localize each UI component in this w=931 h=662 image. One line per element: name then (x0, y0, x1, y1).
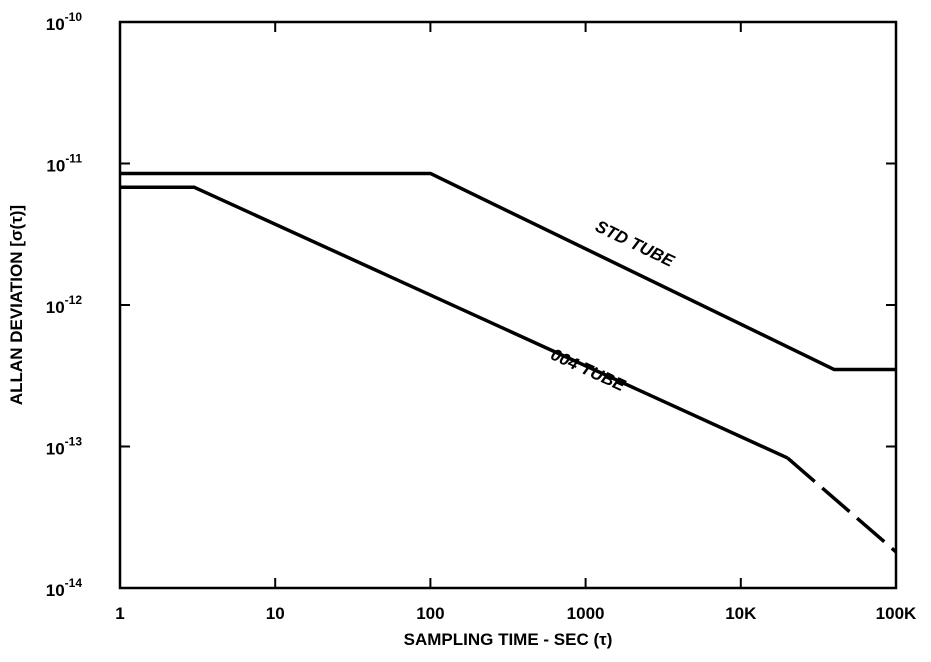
series-lines (120, 171, 898, 554)
series-line-dashed-004-tube (786, 456, 898, 554)
y-tick-label: 10-12 (46, 293, 83, 317)
series-annotation-004-tube: 004 TUBE (548, 345, 629, 396)
y-tick-label: 10-11 (46, 152, 82, 176)
series-line-004-tube (120, 185, 789, 460)
y-tick-label: 10-10 (46, 10, 83, 34)
x-tick-label: 10 (266, 604, 285, 623)
x-tick-label: 10K (725, 604, 757, 623)
series-line-std-tube (120, 171, 896, 372)
x-axis-title: SAMPLING TIME - SEC (τ) (404, 630, 613, 649)
y-tick-labels: 10-10 10-11 10-12 10-13 10-14 (46, 10, 83, 600)
series-annotations: STD TUBE 004 TUBE (548, 217, 678, 396)
plot-frame (118, 20, 898, 590)
y-tick-label: 10-14 (46, 576, 83, 600)
x-tick-label: 1 (115, 604, 124, 623)
series-annotation-std-tube: STD TUBE (592, 217, 677, 271)
x-tick-labels: 1 10 100 1000 10K 100K (115, 604, 917, 623)
x-tick-label: 100K (876, 604, 917, 623)
x-tick-label: 100 (416, 604, 444, 623)
x-tick-label: 1000 (567, 604, 605, 623)
y-axis-title: ALLAN DEVIATION [σ(τ)] (7, 205, 26, 405)
y-tick-label: 10-13 (46, 435, 83, 459)
tick-marks (120, 22, 896, 588)
